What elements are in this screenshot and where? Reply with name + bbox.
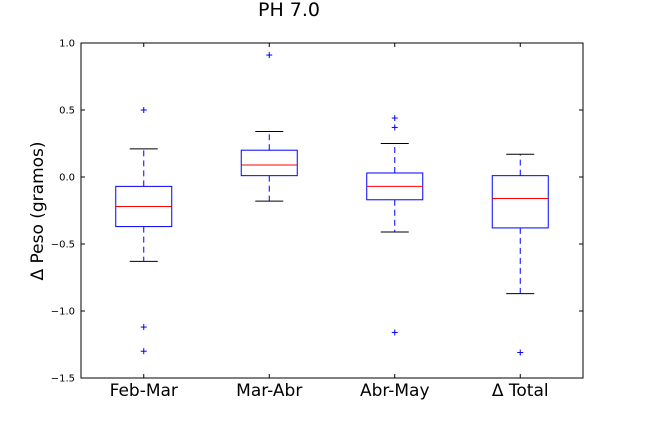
plot-area: 1.0 0.5 0.0 −0.5 −1.0 −1.5 Feb-Mar Mar-Abr Abr-M… [51, 39, 584, 401]
y-tick-label: 0.5 [59, 106, 75, 117]
x-tick-label: Abr-May [360, 381, 430, 401]
outlier-point [391, 115, 398, 122]
x-tick-label: Mar-Abr [236, 381, 302, 401]
x-tick-label: Δ Total [492, 381, 549, 401]
outlier-point [140, 324, 147, 331]
y-tick-label: 1.0 [59, 39, 75, 50]
box-4: Δ Total [491, 43, 549, 401]
y-axis-label: Δ Peso (gramos) [28, 141, 48, 280]
outlier-point [140, 107, 147, 113]
y-tick-label: −1.5 [51, 374, 75, 385]
x-tick-label: Feb-Mar [110, 381, 178, 401]
outlier-point [517, 349, 524, 356]
plot-frame [80, 42, 584, 379]
y-tick-label: −0.5 [51, 240, 75, 251]
outlier-point [266, 52, 273, 59]
iqr-box [240, 149, 298, 177]
y-tick-label: 0.0 [59, 173, 75, 184]
box-3: Abr-May [360, 43, 430, 401]
iqr-box [491, 175, 549, 229]
outlier-point [391, 124, 398, 131]
y-tick-label: −1.0 [51, 307, 75, 318]
box-1: Feb-Mar [110, 43, 178, 401]
box-2: Mar-Abr [236, 43, 302, 401]
chart-title: PH 7.0 [258, 0, 320, 21]
outlier-point [391, 329, 398, 336]
outlier-point [140, 348, 147, 355]
